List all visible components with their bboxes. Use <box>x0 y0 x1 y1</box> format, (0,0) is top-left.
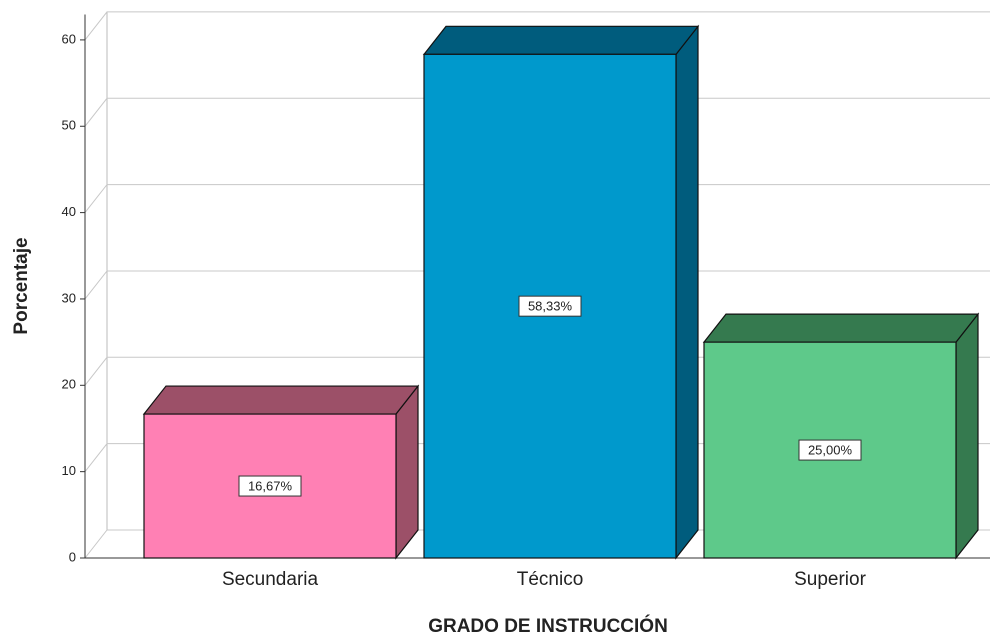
y-tick-label: 50 <box>62 118 76 133</box>
bar-side <box>955 312 979 560</box>
y-axis-title: Porcentaje <box>11 237 32 334</box>
bar-side <box>395 384 419 560</box>
y-tick-label: 60 <box>62 31 76 46</box>
grid-line <box>84 11 990 41</box>
x-tick-label: Superior <box>794 569 866 590</box>
value-label-box <box>798 439 862 461</box>
x-tick-label: Técnico <box>517 569 584 590</box>
value-label-box <box>238 475 302 497</box>
bar-top <box>702 313 980 343</box>
bar-side <box>675 24 699 560</box>
x-axis-title: GRADO DE INSTRUCCIÓN <box>428 615 668 637</box>
y-tick-label: 40 <box>62 204 76 219</box>
y-tick-label: 10 <box>62 463 76 478</box>
y-tick-label: 30 <box>62 290 76 305</box>
value-label-box <box>518 295 582 317</box>
value-label: 16,67% <box>248 478 293 493</box>
bar-top <box>142 385 420 415</box>
y-tick-label: 20 <box>62 377 76 392</box>
value-label: 58,33% <box>528 299 573 314</box>
x-tick-label: Secundaria <box>222 569 319 590</box>
bar-top <box>422 25 700 55</box>
y-tick-label: 0 <box>69 549 76 564</box>
value-label: 25,00% <box>808 443 853 458</box>
